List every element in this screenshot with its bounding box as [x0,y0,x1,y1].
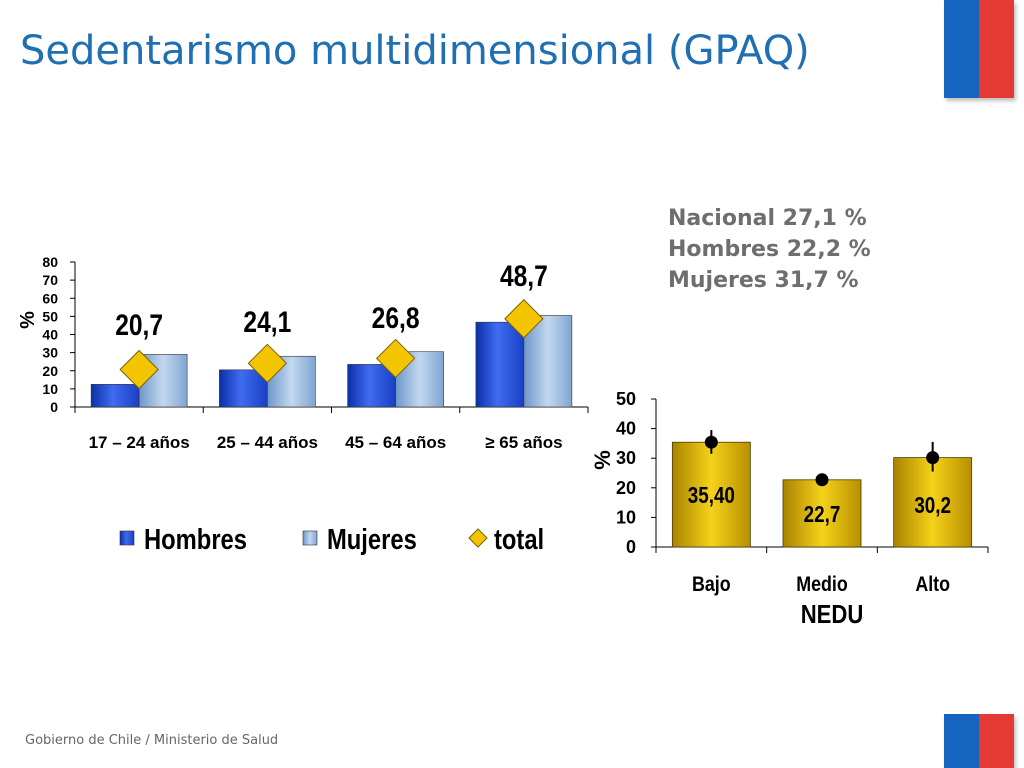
bar-hombres [347,364,396,408]
age-x-tick-label: 45 – 64 años [345,433,446,452]
chile-flag-logo-footer [944,714,1014,768]
legend-label: Mujeres [327,523,417,556]
total-marker [247,343,288,384]
chile-flag-logo [944,0,1014,98]
national-stats: Nacional 27,1 % Hombres 22,2 % Mujeres 3… [668,203,938,296]
stat-mujeres: Mujeres 31,7 % [668,268,859,293]
bar-mujeres [523,315,573,408]
stat-nacional: Nacional 27,1 % [668,206,867,231]
bar-hombres [219,369,268,408]
age-y-tick-label: 60 [42,290,58,306]
total-data-label: 48,7 [500,259,548,293]
age-y-tick-label: 10 [42,381,58,397]
legend-swatch [119,530,135,546]
bar-hombres [90,384,140,408]
legend-swatch [302,530,318,546]
total-marker [504,299,544,339]
age-y-tick-label: 40 [42,327,58,343]
total-data-label: 24,1 [243,305,291,339]
age-x-tick-label: 25 – 44 años [217,433,318,452]
page-title: Sedentarismo multidimensional (GPAQ) [20,28,810,74]
total-marker [119,349,159,390]
age-y-axis-label: % [17,311,39,329]
age-y-tick-label: 0 [50,399,58,415]
age-y-tick-label: 20 [42,363,58,379]
legend-swatch [468,528,488,548]
total-data-label: 20,7 [115,308,163,342]
total-marker [375,338,416,379]
age-y-tick-label: 80 [42,254,58,270]
footer-text: Gobierno de Chile / Ministerio de Salud [25,733,279,748]
stat-hombres: Hombres 22,2 % [668,237,871,262]
bar-hombres [475,321,525,408]
age-y-tick-label: 30 [42,345,58,361]
legend-label: total [494,523,544,556]
age-x-tick-label: ≥ 65 años [485,433,562,452]
age-y-tick-label: 70 [42,272,58,288]
total-data-label: 26,8 [372,301,420,335]
age-x-tick-label: 17 – 24 años [89,433,190,452]
age-y-tick-label: 50 [42,308,58,324]
legend-label: Hombres [144,523,247,556]
